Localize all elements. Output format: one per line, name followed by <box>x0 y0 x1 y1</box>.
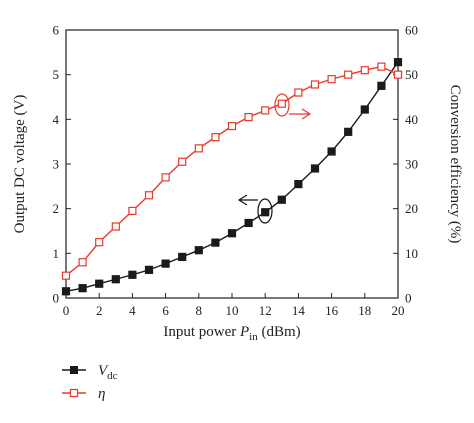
data-point-eta <box>178 157 187 166</box>
data-point-vdc <box>327 147 336 156</box>
data-point-vdc <box>360 105 369 114</box>
right-y-axis-ticks: 0 10 20 30 40 50 60 <box>393 23 418 306</box>
x-tick-label: 0 <box>63 303 70 318</box>
data-point-vdc <box>294 180 303 189</box>
data-point-vdc <box>111 275 120 284</box>
data-point-vdc <box>161 259 170 268</box>
data-point-eta <box>277 99 286 108</box>
x-tick-label: 10 <box>226 303 239 318</box>
plot-frame <box>65 29 399 299</box>
data-point-eta <box>327 75 336 84</box>
data-point-vdc <box>95 279 104 288</box>
x-tick-label: 14 <box>292 303 306 318</box>
legend-item-vdc: Vdc <box>62 363 118 382</box>
data-point-vdc <box>128 270 137 279</box>
left-y-tick-label: 1 <box>53 246 60 261</box>
right-y-tick-label: 10 <box>405 246 418 261</box>
series-line-eta <box>65 65 399 277</box>
legend: Vdc η <box>62 363 118 402</box>
data-point-vdc <box>61 287 71 296</box>
data-point-eta <box>344 70 353 79</box>
data-point-vdc <box>227 229 237 238</box>
left-y-tick-label: 5 <box>53 67 60 82</box>
x-tick-label: 8 <box>196 303 203 318</box>
left-y-tick-label: 2 <box>53 201 60 216</box>
x-tick-label: 16 <box>325 303 339 318</box>
data-point-eta <box>261 106 270 115</box>
data-point-eta <box>227 121 237 131</box>
vdc-annotation-ellipse <box>257 198 273 224</box>
x-tick-label: 2 <box>96 303 103 318</box>
left-y-tick-label: 0 <box>53 291 60 306</box>
data-point-vdc <box>78 284 87 293</box>
series-layer <box>61 58 403 296</box>
data-point-eta <box>194 144 203 153</box>
data-point-vdc <box>261 208 270 217</box>
data-point-vdc <box>377 81 386 90</box>
series-vdc <box>61 58 403 296</box>
data-point-vdc <box>393 58 403 67</box>
data-point-eta <box>393 70 403 79</box>
data-point-eta <box>377 62 386 71</box>
left-y-tick-label: 4 <box>53 112 60 127</box>
right-y-axis-title: Conversion efficiency (%) <box>447 85 463 244</box>
x-tick-label: 18 <box>358 303 371 318</box>
data-point-vdc <box>344 127 353 136</box>
data-point-eta <box>95 238 104 247</box>
x-tick-label: 20 <box>392 303 405 318</box>
right-y-tick-label: 30 <box>405 157 418 172</box>
x-axis-ticks: 0 2 4 6 8 10 12 14 16 18 20 <box>63 293 405 318</box>
right-y-tick-label: 50 <box>405 67 418 82</box>
x-axis-title: Input power Pin (dBm) <box>163 324 300 343</box>
eta-annotation-arrow <box>289 108 312 120</box>
left-y-tick-label: 3 <box>53 157 60 172</box>
left-y-tick-label: 6 <box>53 23 60 38</box>
legend-marker-eta <box>69 388 79 398</box>
data-point-eta <box>360 66 369 75</box>
eta-annotation-ellipse <box>274 93 290 117</box>
data-point-vdc <box>277 195 286 204</box>
legend-label-eta: η <box>98 386 105 402</box>
series-eta <box>61 62 403 280</box>
data-point-eta <box>310 80 320 89</box>
left-y-axis-title: Output DC voltage (V) <box>12 95 28 234</box>
legend-item-eta: η <box>62 386 105 402</box>
right-y-tick-label: 40 <box>405 112 418 127</box>
data-point-eta <box>111 222 120 231</box>
vdc-annotation <box>237 194 273 224</box>
left-y-axis-ticks: 0 1 2 3 4 5 6 <box>53 23 71 306</box>
data-point-vdc <box>144 265 154 274</box>
data-point-eta <box>161 173 170 182</box>
data-point-vdc <box>178 252 187 262</box>
vdc-annotation-arrow <box>237 194 258 206</box>
x-tick-label: 12 <box>259 303 272 318</box>
series-line-vdc <box>65 61 399 292</box>
right-y-tick-label: 0 <box>405 291 412 306</box>
data-point-vdc <box>211 238 220 247</box>
x-tick-label: 6 <box>162 303 169 318</box>
data-point-vdc <box>194 246 203 255</box>
right-y-tick-label: 20 <box>405 201 418 216</box>
data-point-eta <box>211 133 220 142</box>
data-point-eta <box>61 271 71 280</box>
data-point-vdc <box>244 218 253 228</box>
plot-area <box>65 29 399 299</box>
x-tick-label: 4 <box>129 303 136 318</box>
data-point-eta <box>78 258 87 267</box>
data-point-eta <box>294 88 303 97</box>
eta-annotation <box>274 93 312 120</box>
legend-label-vdc: Vdc <box>98 363 118 382</box>
data-point-eta <box>144 191 154 200</box>
right-y-tick-label: 60 <box>405 23 418 38</box>
legend-marker-vdc <box>70 366 78 374</box>
data-point-vdc <box>310 164 320 173</box>
data-point-eta <box>244 112 253 122</box>
data-point-eta <box>128 206 137 215</box>
